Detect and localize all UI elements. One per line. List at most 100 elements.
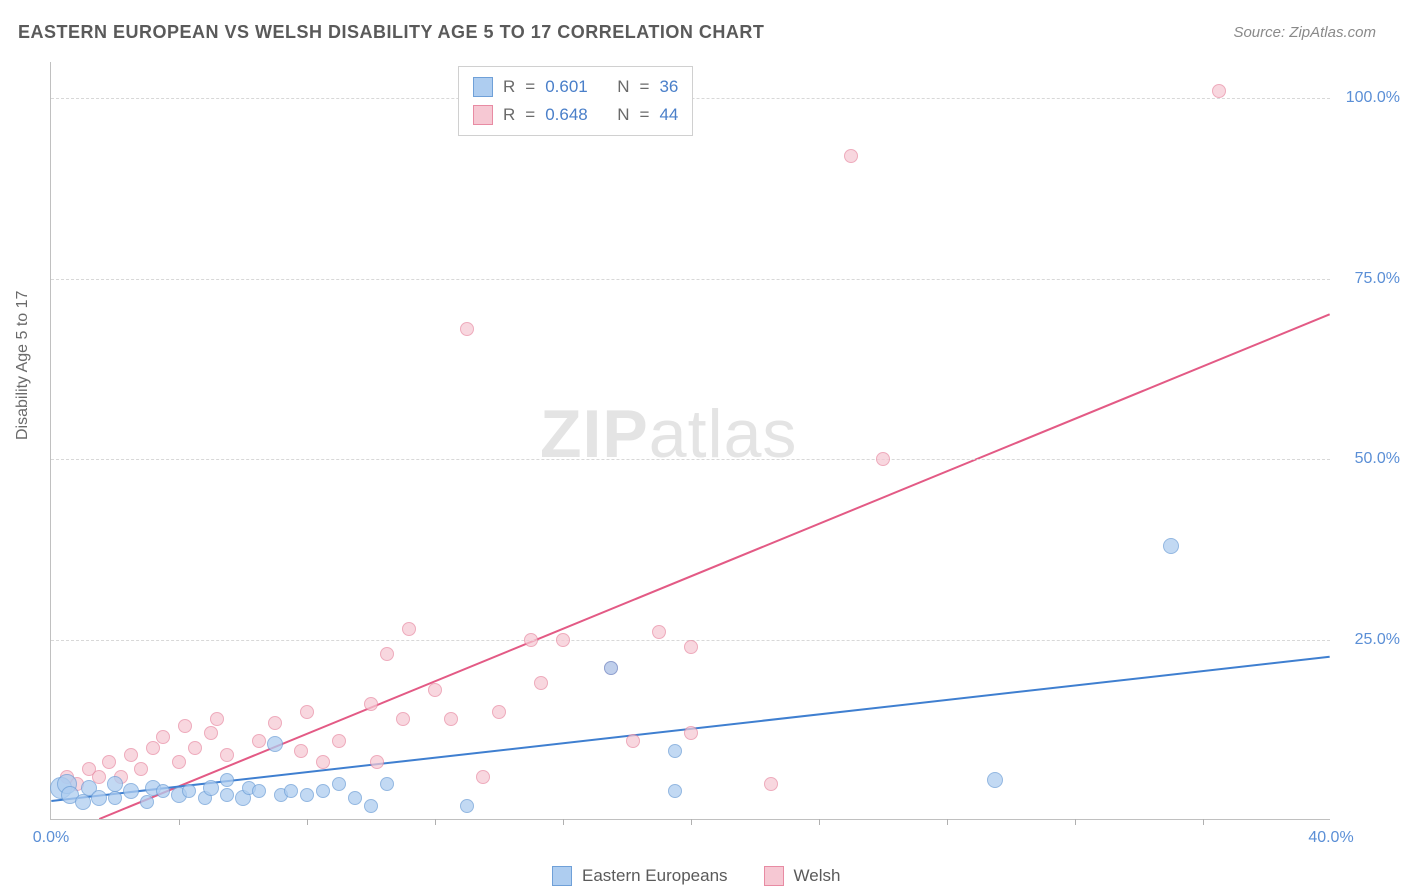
data-point-blue	[123, 783, 139, 799]
data-point-pink	[626, 734, 640, 748]
xtick-mark	[1203, 819, 1204, 825]
data-point-pink	[684, 726, 698, 740]
data-point-pink	[172, 755, 186, 769]
data-point-blue	[252, 784, 266, 798]
ytick-label: 50.0%	[1340, 450, 1400, 468]
gridline-h	[51, 459, 1330, 460]
data-point-blue	[668, 744, 682, 758]
data-point-pink	[210, 712, 224, 726]
data-point-pink	[524, 633, 538, 647]
data-point-blue	[1163, 538, 1179, 554]
data-point-pink	[252, 734, 266, 748]
data-point-blue	[140, 795, 154, 809]
xtick-label: 40.0%	[1308, 829, 1353, 847]
data-point-blue	[364, 799, 378, 813]
data-point-pink	[294, 744, 308, 758]
data-point-pink	[102, 755, 116, 769]
xtick-label: 0.0%	[33, 829, 69, 847]
n-value-pink: 44	[659, 101, 678, 129]
data-point-pink	[402, 622, 416, 636]
xtick-mark	[435, 819, 436, 825]
legend-row-blue: R = 0.601 N = 36	[473, 73, 678, 101]
series-legend: Eastern Europeans Welsh	[552, 866, 840, 886]
data-point-pink	[364, 697, 378, 711]
data-point-blue	[348, 791, 362, 805]
ytick-label: 75.0%	[1340, 270, 1400, 288]
data-point-pink	[476, 770, 490, 784]
n-value-blue: 36	[659, 73, 678, 101]
data-point-blue	[668, 784, 682, 798]
data-point-pink	[492, 705, 506, 719]
data-point-blue	[108, 791, 122, 805]
data-point-pink	[188, 741, 202, 755]
data-point-pink	[268, 716, 282, 730]
data-point-pink	[370, 755, 384, 769]
data-point-pink	[460, 322, 474, 336]
data-point-blue	[332, 777, 346, 791]
data-point-pink	[652, 625, 666, 639]
data-point-pink	[156, 730, 170, 744]
data-point-pink	[178, 719, 192, 733]
gridline-h	[51, 279, 1330, 280]
data-point-pink	[684, 640, 698, 654]
xtick-mark	[691, 819, 692, 825]
legend-row-pink: R = 0.648 N = 44	[473, 101, 678, 129]
data-point-pink	[316, 755, 330, 769]
trend-line	[99, 314, 1329, 819]
data-point-blue	[203, 780, 219, 796]
r-value-pink: 0.648	[545, 101, 588, 129]
xtick-mark	[307, 819, 308, 825]
data-point-blue	[604, 661, 618, 675]
data-point-blue	[75, 794, 91, 810]
data-point-blue	[182, 784, 196, 798]
trend-lines-layer	[51, 62, 1330, 819]
data-point-pink	[204, 726, 218, 740]
data-point-blue	[284, 784, 298, 798]
data-point-blue	[380, 777, 394, 791]
data-point-blue	[300, 788, 314, 802]
data-point-pink	[134, 762, 148, 776]
data-point-blue	[220, 773, 234, 787]
legend-item-pink: Welsh	[764, 866, 841, 886]
data-point-pink	[124, 748, 138, 762]
swatch-pink	[473, 105, 493, 125]
swatch-blue	[552, 866, 572, 886]
data-point-pink	[300, 705, 314, 719]
data-point-blue	[460, 799, 474, 813]
data-point-pink	[444, 712, 458, 726]
data-point-pink	[1212, 84, 1226, 98]
xtick-mark	[1075, 819, 1076, 825]
data-point-pink	[876, 452, 890, 466]
data-point-pink	[764, 777, 778, 791]
correlation-legend: R = 0.601 N = 36 R = 0.648 N = 44	[458, 66, 693, 136]
y-axis-label: Disability Age 5 to 17	[14, 291, 32, 440]
data-point-pink	[556, 633, 570, 647]
data-point-blue	[987, 772, 1003, 788]
data-point-blue	[107, 776, 123, 792]
data-point-blue	[267, 736, 283, 752]
swatch-pink	[764, 866, 784, 886]
swatch-blue	[473, 77, 493, 97]
legend-item-blue: Eastern Europeans	[552, 866, 728, 886]
data-point-pink	[396, 712, 410, 726]
data-point-blue	[220, 788, 234, 802]
xtick-mark	[947, 819, 948, 825]
source-attribution: Source: ZipAtlas.com	[1233, 24, 1376, 41]
xtick-mark	[179, 819, 180, 825]
xtick-mark	[819, 819, 820, 825]
data-point-pink	[428, 683, 442, 697]
data-point-blue	[316, 784, 330, 798]
scatter-plot: 25.0%50.0%75.0%100.0%0.0%40.0%	[50, 62, 1330, 820]
data-point-blue	[156, 784, 170, 798]
data-point-pink	[220, 748, 234, 762]
data-point-pink	[380, 647, 394, 661]
ytick-label: 25.0%	[1340, 631, 1400, 649]
chart-title: EASTERN EUROPEAN VS WELSH DISABILITY AGE…	[18, 22, 764, 43]
data-point-pink	[332, 734, 346, 748]
ytick-label: 100.0%	[1340, 89, 1400, 107]
r-value-blue: 0.601	[545, 73, 588, 101]
data-point-blue	[91, 790, 107, 806]
data-point-pink	[844, 149, 858, 163]
xtick-mark	[563, 819, 564, 825]
data-point-pink	[534, 676, 548, 690]
